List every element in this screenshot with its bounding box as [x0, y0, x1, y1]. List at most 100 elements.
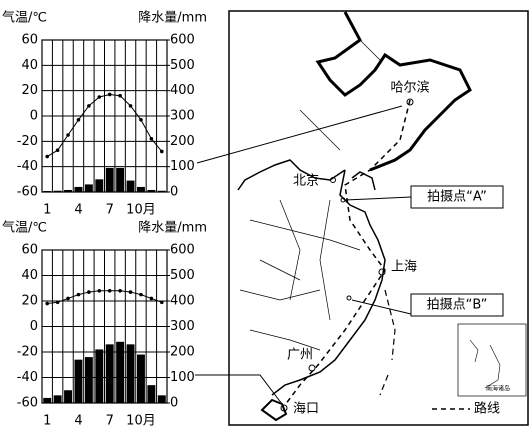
- x-tick-label: 10月: [126, 414, 156, 429]
- precip-bar: [74, 359, 83, 403]
- temp-point: [159, 300, 164, 305]
- temp-point: [45, 301, 50, 306]
- x-tick-label: 10月: [126, 203, 156, 218]
- y2-tick-label: 0: [170, 185, 178, 200]
- legend-label: 路线: [474, 401, 500, 417]
- y-axis-title: 气温/℃: [2, 220, 47, 236]
- y-tick-label: -60: [17, 396, 38, 411]
- temp-point: [149, 137, 154, 141]
- temp-point: [139, 292, 143, 297]
- y-tick-label: -40: [17, 370, 38, 385]
- precip-bar: [74, 186, 83, 192]
- map-label: 广州: [287, 348, 313, 363]
- temp-point: [149, 296, 154, 301]
- x-tick-label: 1: [43, 414, 51, 429]
- y-tick-label: 20: [21, 83, 38, 98]
- precip-bar: [126, 344, 135, 403]
- temp-point: [55, 148, 60, 152]
- y2-tick-label: 200: [170, 134, 195, 149]
- y2-axis-title: 降水量/mm: [138, 221, 207, 236]
- precip-bar: [147, 189, 156, 192]
- temp-point: [55, 300, 60, 305]
- y-axis-title: 气温/℃: [2, 10, 47, 26]
- y2-axis-title: 降水量/mm: [138, 11, 207, 26]
- y2-tick-label: 400: [170, 83, 195, 98]
- precip-bar: [137, 354, 145, 403]
- precip-bar: [43, 397, 52, 403]
- precip-bar: [147, 385, 156, 403]
- y2-tick-label: 500: [170, 268, 195, 283]
- precip-bar: [64, 189, 72, 192]
- precip-bar: [105, 167, 114, 192]
- temp-point: [128, 104, 133, 108]
- map-label: 哈尔滨: [390, 80, 429, 96]
- x-tick-label: 4: [74, 414, 82, 429]
- x-tick-label: 1: [43, 203, 51, 218]
- y2-tick-label: 100: [170, 370, 195, 385]
- y-tick-label: 0: [30, 319, 38, 334]
- map-label: 拍摄点“B”: [427, 298, 488, 313]
- temp-point: [87, 104, 91, 108]
- map-frame: [228, 10, 529, 426]
- precip-bar: [105, 344, 114, 403]
- y-tick-label: 60: [21, 243, 38, 258]
- y2-tick-label: 600: [170, 243, 195, 258]
- map-label: 南海诸岛: [486, 385, 510, 393]
- temp-point: [107, 92, 112, 97]
- map-points: [280, 98, 414, 412]
- precip-bar: [137, 186, 145, 192]
- callout-box: [410, 293, 504, 317]
- precip-bar: [126, 180, 135, 192]
- precip-bar: [53, 190, 62, 192]
- precip-bar: [157, 190, 166, 192]
- precip-bar: [64, 390, 72, 403]
- map-outline: [237, 11, 472, 422]
- temp-line: [47, 290, 162, 305]
- temp-point: [118, 93, 122, 98]
- y-tick-label: -60: [17, 185, 38, 200]
- y2-tick-label: 100: [170, 159, 195, 174]
- y-tick-label: -20: [17, 134, 38, 149]
- y2-tick-label: 500: [170, 58, 195, 73]
- inset-map: [469, 339, 501, 389]
- temp-point: [76, 118, 81, 122]
- temp-line: [46, 93, 163, 157]
- temp-point: [118, 289, 122, 293]
- precip-bar: [53, 395, 62, 403]
- precip-bar: [116, 341, 125, 403]
- y2-tick-label: 600: [170, 33, 195, 48]
- map-label: 拍摄点“A”: [427, 190, 487, 205]
- temp-point: [87, 290, 91, 294]
- temp-point: [107, 289, 112, 293]
- x-tick-label: 7: [106, 414, 114, 429]
- temp-point: [97, 95, 102, 99]
- temp-point: [76, 292, 81, 297]
- y-tick-label: 0: [30, 109, 38, 124]
- temp-point: [97, 289, 102, 293]
- y2-tick-label: 400: [170, 294, 195, 309]
- x-tick-label: 4: [74, 203, 82, 218]
- y2-tick-label: 300: [170, 319, 195, 334]
- y2-tick-label: 0: [170, 396, 178, 411]
- temp-point: [159, 149, 164, 154]
- map-label: 上海: [391, 260, 417, 275]
- y2-tick-label: 300: [170, 109, 195, 124]
- connectors: [195, 105, 412, 405]
- x-tick-label: 7: [106, 203, 114, 218]
- y2-tick-label: 200: [170, 345, 195, 360]
- temp-point: [66, 133, 70, 137]
- precip-bar: [95, 179, 104, 192]
- precip-bar: [43, 190, 52, 192]
- y-tick-label: -20: [17, 345, 38, 360]
- temp-point: [66, 296, 70, 301]
- temp-point: [128, 290, 133, 294]
- y-tick-label: 60: [21, 33, 38, 48]
- precip-bar: [116, 167, 125, 192]
- y-tick-label: 40: [21, 268, 38, 283]
- map-label: 北京: [293, 174, 319, 189]
- y-tick-label: 40: [21, 58, 38, 73]
- precip-bar: [95, 349, 104, 403]
- precip-bar: [84, 357, 93, 403]
- temp-point: [45, 154, 50, 159]
